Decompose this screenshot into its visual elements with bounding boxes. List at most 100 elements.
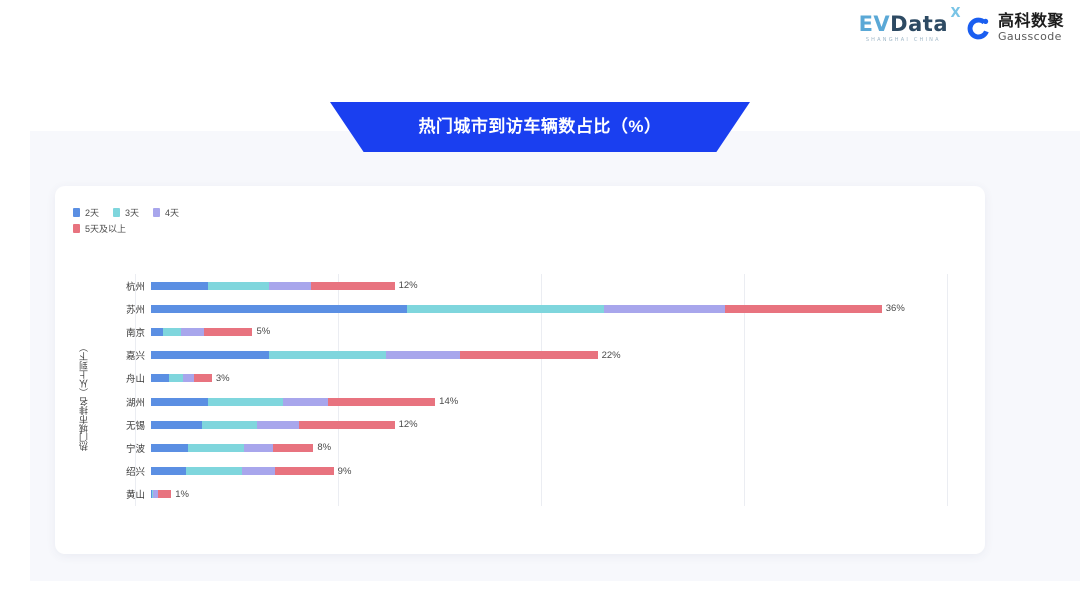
legend-swatch-icon (73, 208, 80, 217)
bar-segment-4天[interactable] (181, 327, 204, 336)
bar-segment-5天及以上[interactable] (299, 420, 395, 429)
y-axis-tick-label: 苏州 (125, 304, 145, 316)
legend-item-4天[interactable]: 4天 (153, 206, 179, 219)
bar-segment-5天及以上[interactable] (272, 443, 314, 452)
bar-segment-3天[interactable] (201, 420, 257, 429)
bar-segment-4天[interactable] (256, 420, 300, 429)
evdata-logo-x-icon: X (950, 5, 961, 21)
y-axis-tick-label: 无锡 (125, 420, 145, 432)
stacked-bar[interactable]: 9% (151, 465, 352, 477)
bar-segment-5天及以上[interactable] (725, 304, 882, 313)
bar-segment-5天及以上[interactable] (203, 327, 253, 336)
chart-row[interactable]: 嘉兴 22% (99, 344, 967, 367)
chart-row[interactable]: 黄山 1% (99, 483, 967, 506)
stacked-bar[interactable]: 12% (151, 419, 418, 431)
bar-segment-3天[interactable] (207, 281, 269, 290)
gausscode-logo-text: 高科数聚 Gausscode (997, 12, 1064, 43)
legend-item-5天及以上[interactable]: 5天及以上 (73, 222, 126, 235)
stacked-bar[interactable]: 5% (151, 326, 271, 338)
bar-value-label: 12% (398, 280, 418, 292)
chart-row[interactable]: 湖州 14% (99, 390, 967, 413)
legend-item-label: 2天 (85, 208, 100, 218)
gausscode-logo: 高科数聚 Gausscode (966, 12, 1064, 43)
bar-segment-2天[interactable] (151, 327, 164, 336)
bar-segment-5天及以上[interactable] (193, 374, 212, 383)
bar-segment-5天及以上[interactable] (274, 467, 334, 476)
stacked-bar[interactable]: 3% (151, 372, 230, 384)
gausscode-logo-en: Gausscode (997, 29, 1062, 43)
bar-segment-4天[interactable] (268, 281, 312, 290)
bar-segment-2天[interactable] (151, 443, 188, 452)
chart-row[interactable]: 宁波 8% (99, 436, 967, 459)
logo-group: EVData X SHANGHAI CHINA 高科数聚 Gausscode (858, 7, 1064, 43)
chart-plot-area: 热门城市排名（从上到下） 杭州 12% 苏州 36% 南京 5% 嘉兴 22% 舟山 3% 湖州 14… (77, 274, 967, 514)
chart-row[interactable]: 南京 5% (99, 320, 967, 343)
bar-segment-2天[interactable] (151, 420, 202, 429)
bar-segment-3天[interactable] (268, 351, 387, 360)
bar-segment-2天[interactable] (151, 374, 170, 383)
bar-segment-2天[interactable] (151, 304, 407, 313)
evdata-logo-subtitle: SHANGHAI CHINA (865, 36, 941, 43)
legend-item-2天[interactable]: 2天 (73, 206, 99, 219)
bar-segment-3天[interactable] (187, 443, 245, 452)
bar-value-label: 1% (175, 488, 189, 500)
chart-row[interactable]: 杭州 12% (99, 274, 967, 297)
y-axis-tick-label: 湖州 (125, 397, 145, 409)
bar-segment-2天[interactable] (151, 467, 186, 476)
legend-item-label: 3天 (125, 208, 140, 218)
bar-segment-4天[interactable] (282, 397, 328, 406)
bar-segment-5天及以上[interactable] (459, 351, 598, 360)
evdata-logo-prefix: EV (858, 11, 891, 36)
y-axis-title: 热门城市排名（从上到下） (79, 343, 89, 451)
page-title: 热门城市到访车辆数占比（%） (418, 116, 662, 136)
bar-segment-5天及以上[interactable] (158, 490, 172, 499)
legend-item-3天[interactable]: 3天 (113, 206, 139, 219)
legend-item-label: 4天 (165, 208, 180, 218)
bar-segment-4天[interactable] (244, 443, 273, 452)
bar-segment-5天及以上[interactable] (327, 397, 436, 406)
y-axis-tick-label: 黄山 (125, 490, 145, 502)
stacked-bar[interactable]: 12% (151, 280, 418, 292)
y-axis-tick-label: 南京 (125, 327, 145, 339)
bar-value-label: 5% (256, 326, 271, 338)
chart-row[interactable]: 苏州 36% (99, 297, 967, 320)
top-logo-bar: EVData X SHANGHAI CHINA 高科数聚 Gausscode (0, 0, 1080, 56)
bar-segment-2天[interactable] (151, 351, 269, 360)
y-axis-tick-label: 嘉兴 (125, 351, 145, 363)
gausscode-logo-cn: 高科数聚 (997, 12, 1064, 30)
chart-row[interactable]: 绍兴 9% (99, 460, 967, 483)
bar-value-label: 3% (215, 372, 230, 384)
title-banner: 热门城市到访车辆数占比（%） (330, 102, 750, 152)
bar-segment-2天[interactable] (151, 397, 208, 406)
bar-segment-3天[interactable] (163, 327, 182, 336)
stacked-bar[interactable]: 14% (151, 396, 458, 407)
chart-row[interactable]: 无锡 12% (99, 413, 967, 436)
bar-value-label: 12% (398, 419, 418, 431)
bar-segment-4天[interactable] (153, 490, 159, 499)
chart-row[interactable]: 舟山 3% (99, 367, 967, 390)
bar-segment-2天[interactable] (151, 281, 208, 290)
y-axis-tick-label: 宁波 (125, 443, 145, 455)
bar-value-label: 9% (337, 465, 352, 477)
y-axis-tick-label: 绍兴 (125, 467, 145, 479)
legend-item-label: 5天及以上 (85, 224, 127, 234)
bar-segment-3天[interactable] (169, 374, 184, 383)
bar-segment-3天[interactable] (207, 397, 283, 406)
title-banner-shape: 热门城市到访车辆数占比（%） (330, 102, 750, 152)
legend-swatch-icon (73, 224, 80, 233)
bar-value-label: 36% (885, 303, 905, 315)
evdata-logo-wordmark: EVData X (858, 7, 961, 36)
bar-segment-5天及以上[interactable] (311, 281, 395, 290)
bar-segment-2天[interactable] (151, 490, 152, 499)
bar-segment-3天[interactable] (185, 467, 243, 476)
bar-segment-4天[interactable] (242, 467, 275, 476)
bar-segment-4天[interactable] (386, 351, 460, 360)
bar-segment-3天[interactable] (152, 490, 153, 499)
stacked-bar[interactable]: 8% (151, 442, 331, 453)
stacked-bar[interactable]: 36% (151, 303, 905, 315)
bar-segment-3天[interactable] (406, 304, 604, 313)
bar-segment-4天[interactable] (183, 374, 194, 383)
stacked-bar[interactable]: 1% (151, 488, 189, 500)
bar-segment-4天[interactable] (603, 304, 726, 313)
stacked-bar[interactable]: 22% (151, 350, 621, 361)
